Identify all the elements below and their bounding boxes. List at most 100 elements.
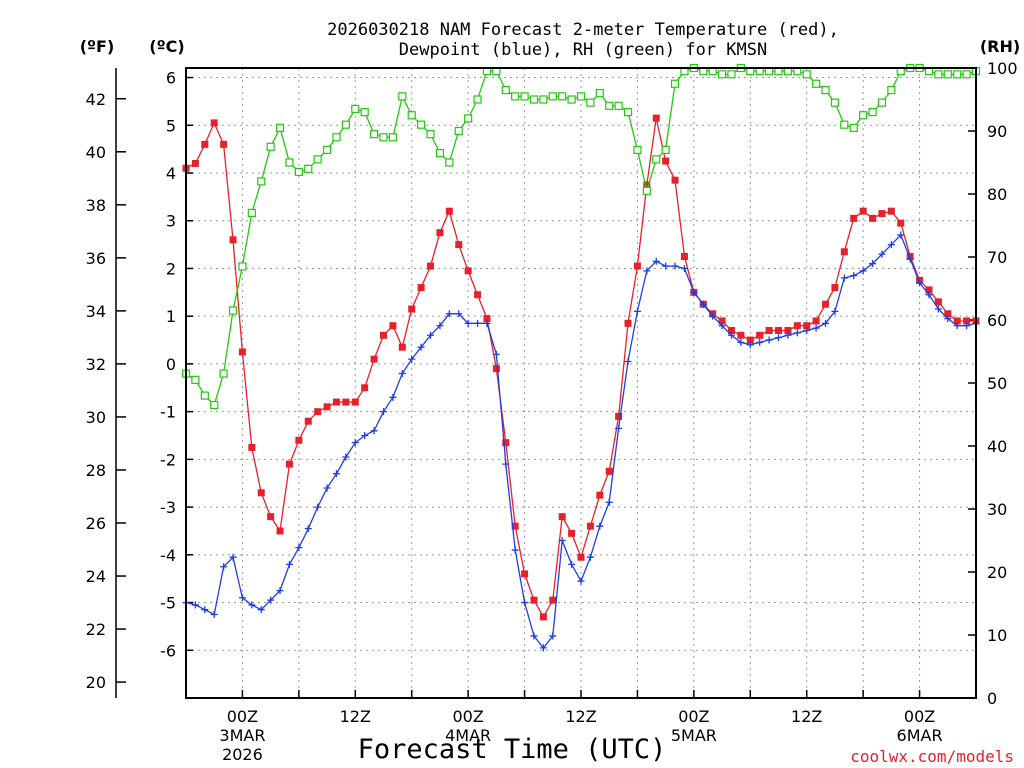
dewpoint-point bbox=[596, 522, 604, 530]
temperature-point bbox=[680, 253, 688, 261]
dewpoint-point bbox=[887, 241, 895, 249]
dewpoint-point bbox=[765, 336, 773, 344]
rh-tick-label: 0 bbox=[987, 689, 997, 708]
temperature-point bbox=[934, 298, 942, 306]
rh-point bbox=[285, 158, 294, 167]
temperature-point bbox=[850, 214, 858, 222]
dewpoint-point bbox=[869, 260, 877, 268]
dewpoint-point bbox=[351, 439, 359, 447]
celsius-tick-label: 2 bbox=[166, 259, 176, 278]
rh-point bbox=[417, 120, 426, 129]
rh-point bbox=[717, 70, 727, 79]
dewpoint-point bbox=[916, 279, 924, 287]
temperature-point bbox=[887, 207, 895, 215]
temperature-point bbox=[963, 317, 971, 325]
temperature-point bbox=[521, 570, 529, 578]
rh-point bbox=[379, 133, 388, 142]
dewpoint-point bbox=[840, 274, 848, 282]
dewpoint-point bbox=[615, 424, 623, 432]
temperature-point bbox=[267, 513, 275, 521]
dewpoint-point bbox=[332, 470, 340, 478]
dewpoint-point bbox=[737, 338, 745, 346]
rh-axis: 0 10 20 30 40 50 60 70 80 90 100 bbox=[968, 59, 1018, 708]
fahrenheit-tick-label: 26 bbox=[86, 514, 106, 533]
celsius-tick-label: 5 bbox=[166, 116, 176, 135]
rh-point bbox=[576, 92, 586, 101]
dewpoint-point bbox=[822, 319, 830, 327]
temperature-point bbox=[577, 553, 585, 561]
dewpoint-point bbox=[558, 537, 566, 544]
rh-point bbox=[247, 208, 256, 217]
time-tick-label: 00Z bbox=[227, 707, 258, 726]
rh-point bbox=[821, 85, 830, 95]
rh-point bbox=[548, 92, 557, 101]
fahrenheit-tick-label: 22 bbox=[86, 620, 106, 639]
rh-unit-label: (RH) bbox=[980, 37, 1020, 56]
temperature-point bbox=[746, 336, 754, 344]
dewpoint-point bbox=[455, 310, 463, 318]
dewpoint-point bbox=[831, 307, 839, 315]
dewpoint-point bbox=[201, 606, 209, 614]
rh-tick-label: 60 bbox=[987, 311, 1007, 330]
rh-point bbox=[595, 89, 604, 98]
dewpoint-point bbox=[934, 305, 942, 313]
fahrenheit-tick-label: 20 bbox=[86, 673, 106, 692]
rh-point bbox=[322, 145, 332, 154]
temperature-point bbox=[304, 417, 312, 425]
rh-point bbox=[407, 111, 416, 120]
rh-point bbox=[454, 126, 463, 136]
rh-point bbox=[558, 92, 567, 101]
time-tick-date: 5MAR bbox=[671, 726, 717, 745]
dewpoint-point bbox=[680, 264, 688, 272]
rh-point bbox=[445, 158, 454, 167]
dewpoint-point bbox=[746, 341, 754, 349]
temperature-point bbox=[662, 157, 670, 165]
temperature-point bbox=[398, 343, 406, 351]
temperature-point bbox=[464, 267, 472, 275]
rh-point bbox=[849, 123, 858, 132]
fahrenheit-tick-label: 38 bbox=[86, 196, 106, 215]
dewpoint-point bbox=[398, 369, 406, 377]
fahrenheit-tick-label: 36 bbox=[86, 249, 106, 268]
celsius-tick-label: 4 bbox=[166, 164, 176, 183]
dewpoint-point bbox=[436, 322, 444, 330]
rh-point bbox=[812, 79, 821, 88]
rh-tick-label: 80 bbox=[987, 185, 1007, 204]
rh-point bbox=[943, 70, 952, 79]
fahrenheit-tick-label: 24 bbox=[86, 567, 106, 586]
temperature-point bbox=[568, 529, 576, 537]
dewpoint-point bbox=[427, 331, 435, 339]
dewpoint-point bbox=[878, 250, 886, 258]
dewpoint-point bbox=[906, 255, 914, 263]
temperature-point bbox=[417, 284, 425, 292]
rh-point bbox=[266, 142, 275, 151]
dewpoint-point bbox=[709, 312, 717, 320]
temperature-point bbox=[436, 229, 444, 237]
temperature-point bbox=[445, 207, 453, 215]
temperature-point bbox=[549, 596, 557, 604]
fahrenheit-tick-label: 34 bbox=[86, 302, 106, 321]
rh-point bbox=[962, 70, 971, 79]
temperature-point bbox=[332, 398, 340, 406]
dewpoint-point bbox=[210, 610, 218, 618]
celsius-tick-label: -2 bbox=[160, 450, 176, 469]
dewpoint-point bbox=[295, 544, 303, 552]
dewpoint-point bbox=[191, 601, 199, 609]
rh-point bbox=[238, 262, 247, 271]
temperature-point bbox=[229, 236, 237, 244]
temperature-point bbox=[671, 176, 679, 184]
rh-point bbox=[275, 123, 285, 132]
rh-point bbox=[501, 85, 510, 95]
time-tick-label: 12Z bbox=[340, 707, 371, 726]
dewpoint-point bbox=[492, 350, 500, 358]
temperature-point bbox=[596, 491, 604, 499]
temperature-point bbox=[323, 403, 331, 411]
dewpoint-point bbox=[850, 272, 858, 280]
rh-point bbox=[351, 104, 360, 114]
fahrenheit-tick-label: 40 bbox=[86, 143, 106, 162]
dewpoint-point bbox=[389, 393, 397, 401]
time-tick-label: 12Z bbox=[565, 707, 596, 726]
temperature-point bbox=[859, 207, 867, 215]
temperature-point bbox=[803, 322, 811, 330]
